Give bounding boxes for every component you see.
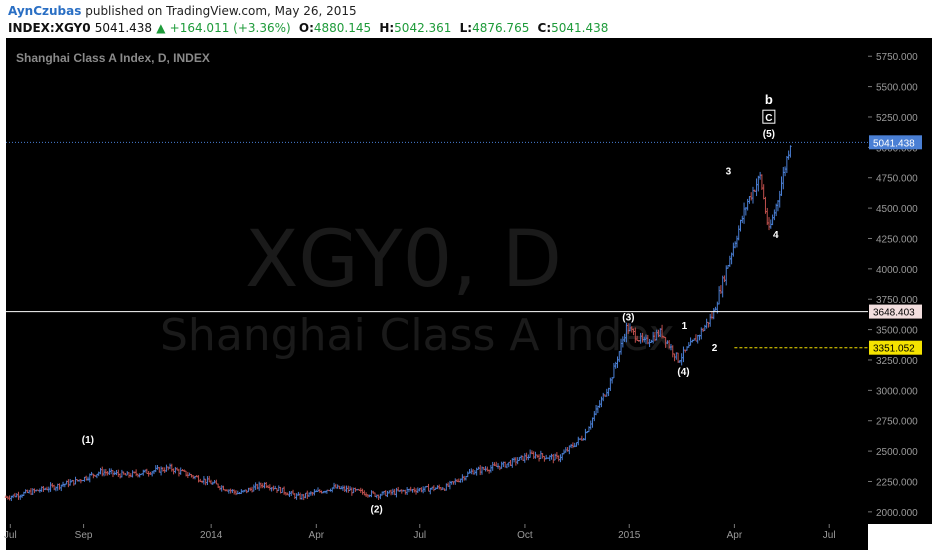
price-tick-label: 4500.000 [876, 204, 918, 215]
high-value: 5042.361 [394, 21, 452, 35]
price-tick-label: 2250.000 [876, 477, 918, 488]
wave-label: (4) [677, 367, 689, 378]
level-price-tag: 3648.403 [873, 308, 915, 319]
price-tick-label: 4750.000 [876, 174, 918, 185]
high-label: H: [379, 21, 395, 35]
wave-label-box [762, 109, 776, 124]
last-price-tag-bg [869, 135, 922, 150]
time-tick-label: Apr [727, 530, 743, 541]
wave-label: (2) [371, 504, 383, 515]
level-price-tag-bg [869, 304, 922, 319]
wave-label: b [765, 92, 773, 107]
price-tick-label: 3000.000 [876, 386, 918, 397]
wave-label: (3) [622, 312, 634, 323]
time-tick-label: Apr [309, 530, 325, 541]
price-tick-label: 5750.000 [876, 52, 918, 63]
wave-label: 2 [712, 343, 718, 354]
published-text: published on TradingView.com, May 26, 20… [85, 4, 357, 18]
open-label: O: [298, 21, 314, 35]
low-value: 4876.765 [472, 21, 530, 35]
publish-info: AynCzubas published on TradingView.com, … [8, 4, 357, 18]
price-tick-label: 3250.000 [876, 356, 918, 367]
time-tick-label: Jul [413, 530, 426, 541]
wave-label: C [765, 113, 772, 124]
axis-labels: 2000.000 2250.000 2500.000 2750.000 3000.000… [4, 52, 922, 541]
price-tick-label: 2750.000 [876, 417, 918, 428]
open-value: 4880.145 [313, 21, 372, 35]
time-tick-label: 2015 [618, 530, 641, 541]
watermark-name: Shanghai Class A Index [160, 310, 675, 361]
price-tick-label: 3500.000 [876, 326, 918, 337]
time-tick-label: Sep [75, 530, 93, 541]
last-price-tag: 5041.438 [873, 138, 915, 149]
close-value: 5041.438 [551, 21, 609, 35]
ohlc-info: INDEX:XGY0 5041.438 ▲ +164.011 (+3.36%) … [8, 21, 608, 35]
price-tick-label: 2000.000 [876, 508, 918, 519]
time-tick-label: Jul [823, 530, 836, 541]
time-axis[interactable] [6, 524, 868, 550]
time-tick-label: Jul [4, 530, 17, 541]
price-tick-label: 4000.000 [876, 265, 918, 276]
close-label: C: [537, 21, 552, 35]
target-price-tag-bg [869, 340, 922, 355]
symbol-label: INDEX:XGY0 [8, 21, 91, 35]
low-label: L: [459, 21, 473, 35]
chart-overlays: (1) (2) (3) (4) 1 2 3 4 (5) Cb [6, 92, 868, 515]
last-price-value: 5041.438 [94, 21, 153, 35]
wave-label: 3 [726, 167, 732, 178]
price-tick-label: 3750.000 [876, 295, 918, 306]
candlestick-series [4, 145, 792, 502]
wave-label: (5) [763, 129, 775, 140]
change-value: +164.011 (+3.36%) [169, 21, 291, 35]
up-arrow-icon: ▲ [156, 21, 166, 35]
target-price-tag: 3351.052 [873, 344, 915, 355]
wave-label: (1) [82, 435, 94, 446]
chart-legend: Shanghai Class A Index, D, INDEX [16, 51, 210, 65]
time-tick-label: 2014 [200, 530, 223, 541]
price-tick-label: 4250.000 [876, 234, 918, 245]
chart-header: AynCzubas published on TradingView.com, … [0, 0, 932, 38]
wave-label: 4 [773, 230, 779, 241]
author-link[interactable]: AynCzubas [8, 4, 82, 18]
chart-area[interactable]: Shanghai Class A Index, D, INDEX XGY0, D… [0, 38, 932, 550]
price-chart[interactable]: Shanghai Class A Index, D, INDEX XGY0, D… [0, 38, 932, 550]
watermark-symbol: XGY0, D [245, 215, 562, 305]
price-tick-label: 2500.000 [876, 447, 918, 458]
price-tick-label: 5250.000 [876, 113, 918, 124]
wave-label: 1 [682, 321, 688, 332]
price-axis[interactable] [868, 38, 932, 524]
price-tick-label: 5500.000 [876, 83, 918, 94]
time-tick-label: Oct [517, 530, 533, 541]
